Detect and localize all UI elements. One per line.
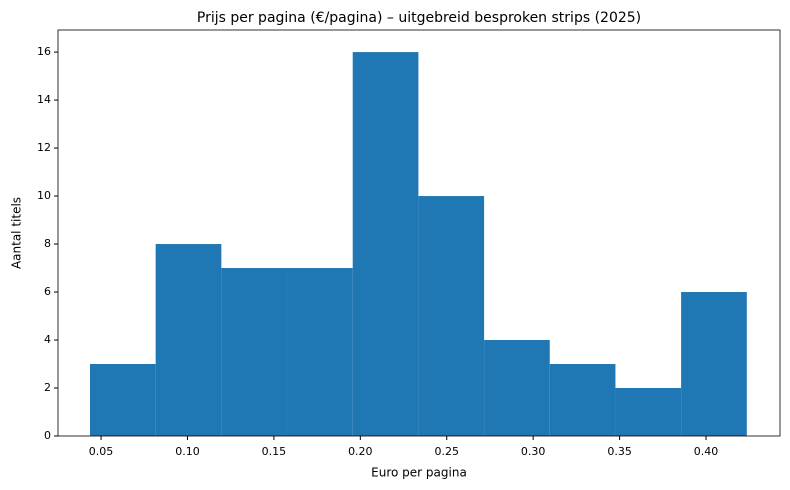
y-tick-label: 12 <box>37 141 51 154</box>
y-tick-label: 6 <box>44 285 51 298</box>
y-tick-label: 4 <box>44 333 51 346</box>
y-tick-label: 8 <box>44 237 51 250</box>
x-tick-label: 0.40 <box>694 445 719 458</box>
bar <box>418 196 485 436</box>
bar <box>681 292 747 436</box>
bar <box>89 364 156 436</box>
plot-frame <box>57 29 781 437</box>
x-tick-label: 0.10 <box>175 445 200 458</box>
y-tick-label: 2 <box>44 381 51 394</box>
y-axis-label: Aantal titels <box>10 197 24 269</box>
bar <box>221 268 288 436</box>
x-tick-label: 0.05 <box>89 445 114 458</box>
x-tick-label: 0.30 <box>521 445 546 458</box>
x-tick-label: 0.20 <box>348 445 373 458</box>
y-tick-label: 16 <box>37 45 51 58</box>
bar <box>484 340 550 436</box>
bar <box>615 388 682 436</box>
y-tick-label: 10 <box>37 189 51 202</box>
chart-title: Prijs per pagina (€/pagina) – uitgebreid… <box>197 10 641 26</box>
x-tick-label: 0.35 <box>607 445 632 458</box>
x-axis-label: Euro per pagina <box>371 466 467 480</box>
y-tick-label: 0 <box>44 429 51 442</box>
x-tick-label: 0.25 <box>434 445 459 458</box>
y-tick-label: 14 <box>37 93 51 106</box>
bar <box>155 244 222 436</box>
bar <box>287 268 353 436</box>
bar <box>549 364 616 436</box>
x-tick-label: 0.15 <box>262 445 287 458</box>
bar <box>352 52 419 436</box>
